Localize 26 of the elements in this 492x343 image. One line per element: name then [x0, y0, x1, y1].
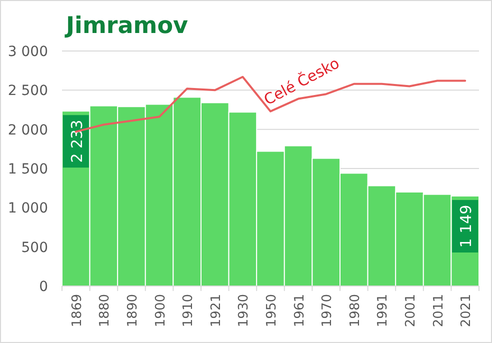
x-tick-label: 1991 — [376, 294, 391, 328]
x-tick-label: 1921 — [208, 294, 224, 328]
y-tick-label: 0 — [39, 279, 48, 295]
data-label: 1 149 — [457, 204, 476, 248]
x-tick-label: 1890 — [126, 294, 140, 328]
y-tick-label: 1 500 — [8, 162, 48, 178]
y-tick-label: 3 000 — [8, 44, 48, 60]
chart-title: Jimramov — [64, 13, 188, 39]
x-tick-label: 2011 — [431, 294, 446, 328]
y-tick-label: 2 500 — [8, 83, 48, 100]
x-tick-label: 1970 — [320, 294, 336, 328]
y-tick-label: 2 000 — [8, 122, 48, 138]
x-tick-label: 1961 — [292, 294, 308, 328]
x-tick-label: 1880 — [98, 294, 113, 328]
y-tick-label: 1 000 — [8, 200, 48, 217]
data-label: 2 233 — [68, 120, 86, 163]
x-tick-label: 1930 — [236, 294, 252, 328]
x-tick-label: 1900 — [153, 294, 168, 328]
y-tick-label: 500 — [21, 240, 48, 256]
x-tick-label: 1869 — [70, 294, 85, 328]
x-tick-label: 1980 — [348, 294, 363, 328]
x-tick-label: 2021 — [459, 294, 474, 328]
x-tick-label: 1950 — [264, 294, 280, 328]
x-tick-label: 1910 — [181, 294, 196, 328]
x-tick-label: 2001 — [404, 294, 418, 328]
text: Celé Česko — [260, 54, 342, 109]
